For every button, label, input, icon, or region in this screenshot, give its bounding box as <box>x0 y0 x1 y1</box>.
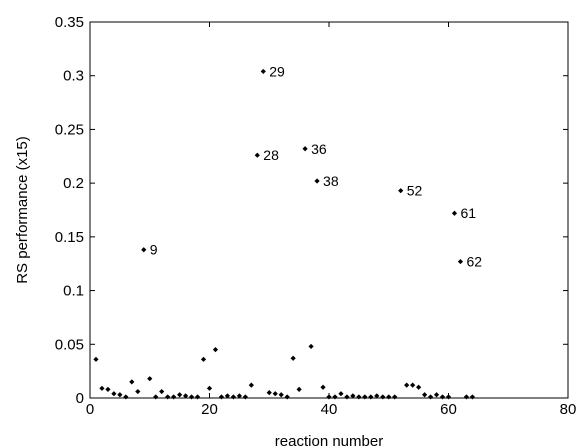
x-tick-label: 60 <box>440 401 457 418</box>
data-point <box>332 394 338 400</box>
data-point <box>410 382 416 388</box>
data-point <box>123 394 129 400</box>
data-point <box>374 393 380 399</box>
point-annotation-label: 61 <box>460 205 476 221</box>
data-point <box>224 393 231 399</box>
data-point <box>212 347 219 353</box>
x-tick-label: 20 <box>201 401 218 418</box>
x-tick-label: 40 <box>321 401 338 418</box>
data-point <box>194 394 201 400</box>
point-annotation-label: 38 <box>323 173 339 189</box>
data-point <box>344 394 350 400</box>
point-annotations: 9 28 29 36 38 52 61 62 <box>150 63 482 269</box>
data-point <box>398 188 404 194</box>
data-point <box>284 394 290 400</box>
data-point <box>236 393 242 399</box>
data-point <box>242 394 248 400</box>
data-point <box>404 382 410 388</box>
data-point <box>457 258 464 265</box>
data-point <box>433 392 440 398</box>
data-point <box>117 392 123 398</box>
data-point <box>356 394 362 400</box>
data-point <box>302 146 308 152</box>
data-point <box>206 385 213 391</box>
data-point <box>416 384 422 390</box>
y-tick-label: 0.3 <box>63 68 84 85</box>
point-annotation-label: 52 <box>407 183 423 199</box>
data-point <box>111 391 117 397</box>
y-tick-label: 0.1 <box>63 283 84 300</box>
x-tick-label: 80 <box>560 401 577 418</box>
point-annotation-label: 29 <box>269 63 285 79</box>
data-point <box>188 394 195 400</box>
axis-ticks: 0 20 40 60 80 0 0.05 0.1 0.15 0.2 0.25 0.3 0.35 <box>55 14 577 418</box>
data-point <box>380 394 386 400</box>
data-point <box>218 394 225 400</box>
data-point <box>445 394 452 400</box>
data-point <box>141 247 147 253</box>
y-tick-label: 0.05 <box>55 336 84 353</box>
point-annotation-label: 62 <box>466 254 482 270</box>
data-point <box>338 391 344 397</box>
data-point <box>200 356 207 362</box>
data-point <box>422 392 428 398</box>
data-point <box>230 394 236 400</box>
data-point <box>278 392 284 398</box>
x-axis-label: reaction number <box>275 433 383 448</box>
y-tick-label: 0.35 <box>55 14 84 31</box>
data-point <box>392 394 398 400</box>
data-point <box>308 343 314 350</box>
x-tick-label: 0 <box>86 401 94 418</box>
data-point <box>105 386 111 393</box>
y-axis-label: RS performance (x15) <box>14 136 31 284</box>
data-point <box>427 394 434 400</box>
data-point <box>147 376 153 382</box>
data-point <box>165 394 171 400</box>
plot-area <box>89 21 569 399</box>
data-point <box>159 388 165 395</box>
data-point <box>362 394 368 400</box>
data-point <box>153 394 159 400</box>
y-tick-label: 0.2 <box>63 175 84 192</box>
data-points <box>93 68 475 400</box>
data-point <box>260 68 266 75</box>
data-point <box>290 355 296 361</box>
data-point <box>386 394 392 400</box>
data-point <box>368 394 374 400</box>
data-point <box>326 394 332 400</box>
data-point <box>463 394 470 400</box>
data-point <box>171 394 177 400</box>
data-point <box>320 384 326 390</box>
data-point <box>272 391 278 397</box>
data-point <box>439 394 446 400</box>
y-tick-label: 0.25 <box>55 121 84 138</box>
data-point <box>266 390 272 396</box>
point-annotation-label: 28 <box>263 147 279 163</box>
data-point <box>99 385 105 391</box>
y-tick-label: 0.15 <box>55 229 84 246</box>
data-point <box>314 178 320 184</box>
data-point <box>350 393 356 399</box>
data-point <box>248 382 254 388</box>
data-point <box>177 392 183 398</box>
point-annotation-label: 36 <box>311 141 327 157</box>
data-point <box>129 379 135 385</box>
data-point <box>183 393 189 399</box>
y-tick-label: 0 <box>76 390 84 407</box>
data-point <box>93 356 99 362</box>
data-point <box>135 388 141 395</box>
data-point <box>296 386 302 393</box>
data-point <box>451 210 458 216</box>
point-annotation-label: 9 <box>150 242 158 258</box>
data-point <box>469 394 475 400</box>
data-point <box>254 152 260 158</box>
